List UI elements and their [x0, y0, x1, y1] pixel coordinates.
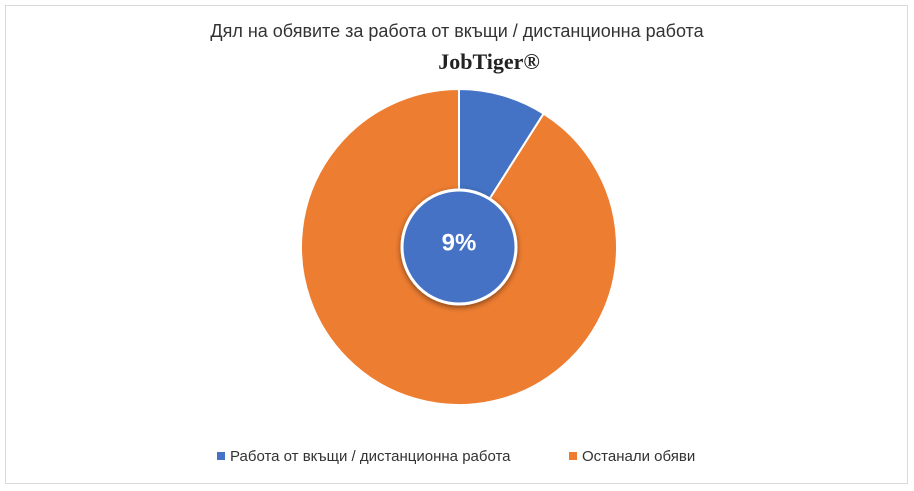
label-bubble [400, 188, 518, 306]
pie: 9% [300, 87, 618, 406]
chart-title: Дял на обявите за работа от вкъщи / дист… [210, 21, 704, 41]
legend: Работа от вкъщи / дистанционна работа Ост… [217, 448, 695, 465]
legend-swatch [217, 452, 225, 460]
logo: JobTiger® [438, 49, 540, 74]
legend-swatch [569, 452, 577, 460]
legend-label: Останали обяви [582, 448, 695, 465]
legend-label: Работа от вкъщи / дистанционна работа [230, 448, 511, 465]
data-label: 9% [442, 229, 477, 256]
